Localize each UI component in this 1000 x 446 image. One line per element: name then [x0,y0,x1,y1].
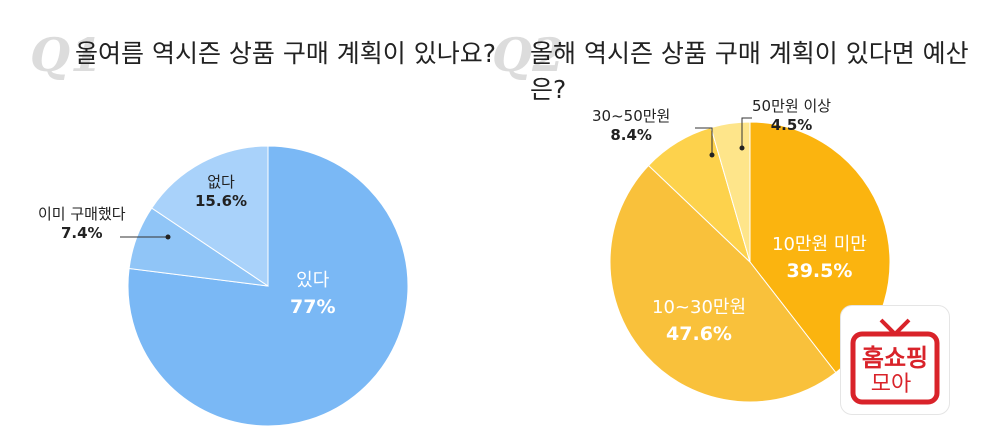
pie1-slice-0 [127,145,409,427]
q2-mark: Q2 [492,28,565,82]
label-q2-30to50: 30~50만원 8.4% [592,107,671,144]
label-q2-10to30: 10~30만원 47.6% [652,297,747,345]
leader-line [741,117,752,148]
leader-dot [709,152,715,158]
svg-text:모아: 모아 [871,372,911,397]
label-q1-yes: 있다 77% [290,270,336,318]
q1-title: 올여름 역시즌 상품 구매 계획이 있나요? [75,39,497,68]
pie1-slice-2 [151,145,269,287]
label-q2-over50: 50만원 이상 4.5% [752,97,832,134]
homeshopping-moa-logo: 홈쇼핑 모아 [840,305,950,415]
q2-title: 올해 역시즌 상품 구매 계획이 있다면 예산은? [530,39,969,104]
leader-dot [739,145,745,151]
label-q1-no: 없다 15.6% [195,173,248,210]
label-q1-bought: 이미 구매했다 7.4% [38,205,126,242]
leader-dot [165,234,171,240]
q1-mark: Q1 [30,28,103,82]
pie2-slice-1 [609,164,837,403]
svg-text:홈쇼핑: 홈쇼핑 [862,344,928,372]
label-q2-under10: 10만원 미만 39.5% [772,234,867,282]
leader-line [695,127,713,155]
